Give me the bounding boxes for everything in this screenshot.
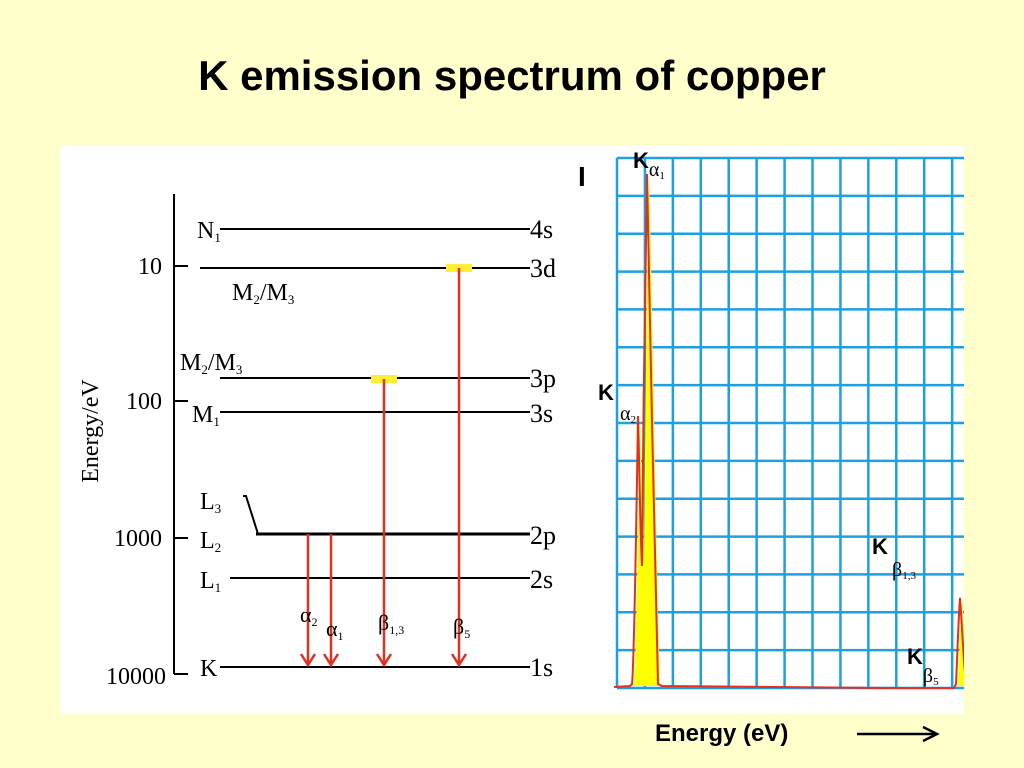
intensity-axis-label: I: [578, 161, 586, 192]
spectrum-plot: I Kα1 Kα2 Kβ1,3 Kβ5: [578, 148, 964, 690]
energy-level-diagram: 10 100 1000 10000 Energy/eV N1 M2/M3 M2/…: [78, 148, 964, 690]
peak-label-kalpha1: Kα1: [633, 148, 665, 182]
orbital-label-3p: 3p: [530, 364, 556, 393]
arrowhead-beta5: [450, 653, 468, 668]
arrowhead-alpha2: [299, 653, 317, 668]
energy-levels: [200, 228, 530, 668]
shell-label-L1: L1: [200, 568, 221, 595]
tick-label-10000: 10000: [106, 664, 166, 690]
shell-label-M2M3-lower: M2/M3: [180, 350, 242, 377]
orbital-label-3s: 3s: [530, 399, 553, 428]
shell-label-L3: L3: [200, 489, 221, 516]
shell-label-M1: M1: [192, 402, 220, 429]
orbital-label-2p: 2p: [530, 521, 556, 550]
energy-axis-caption: Energy (eV): [655, 720, 789, 747]
peak-label-kalpha2: Kα2: [598, 380, 636, 426]
tick-label-1000: 1000: [114, 526, 162, 552]
orbital-label-1s: 1s: [530, 653, 553, 682]
shell-label-N1: N1: [197, 218, 221, 245]
orbital-label-2s: 2s: [530, 565, 553, 594]
transition-label-beta13: β1,3: [378, 610, 404, 637]
tick-label-10: 10: [138, 254, 162, 280]
tick-label-100: 100: [126, 389, 162, 415]
peak-label-kbeta13: Kβ1,3: [872, 534, 916, 582]
spectrum-peaks: [613, 173, 964, 689]
shell-label-M2M3-upper: M2/M3: [232, 280, 294, 307]
transition-label-alpha1: α1: [326, 616, 344, 643]
energy-axis-label: Energy/eV: [78, 379, 104, 483]
transition-label-beta5: β5: [453, 614, 470, 641]
shell-labels: N1 M2/M3 M2/M3 M1 L3 L2 L1 K: [180, 218, 294, 682]
orbital-label-4s: 4s: [530, 215, 553, 244]
shell-label-L2: L2: [200, 528, 221, 555]
shell-label-K: K: [200, 656, 218, 682]
transition-labels: α2 α1 β1,3 β5: [300, 602, 470, 643]
orbital-labels: 4s 3d 3p 3s 2p 2s 1s: [530, 215, 556, 682]
transition-label-alpha2: α2: [300, 602, 318, 629]
arrowhead-beta13: [375, 653, 393, 668]
slide-title: K emission spectrum of copper: [198, 52, 826, 99]
arrowhead-alpha1: [322, 653, 340, 668]
energy-direction-arrow: [857, 725, 940, 743]
energy-axis: 10 100 1000 10000 Energy/eV: [78, 194, 188, 690]
orbital-label-3d: 3d: [530, 254, 556, 283]
transition-arrows: [299, 268, 468, 668]
diagram-panel: 10 100 1000 10000 Energy/eV N1 M2/M3 M2/…: [60, 146, 964, 714]
level-line-L3-connector: [243, 495, 259, 535]
spectrum-grid: [615, 156, 964, 690]
spectrum-trace: [613, 173, 964, 689]
peak-label-kbeta5: Kβ5: [907, 644, 939, 688]
